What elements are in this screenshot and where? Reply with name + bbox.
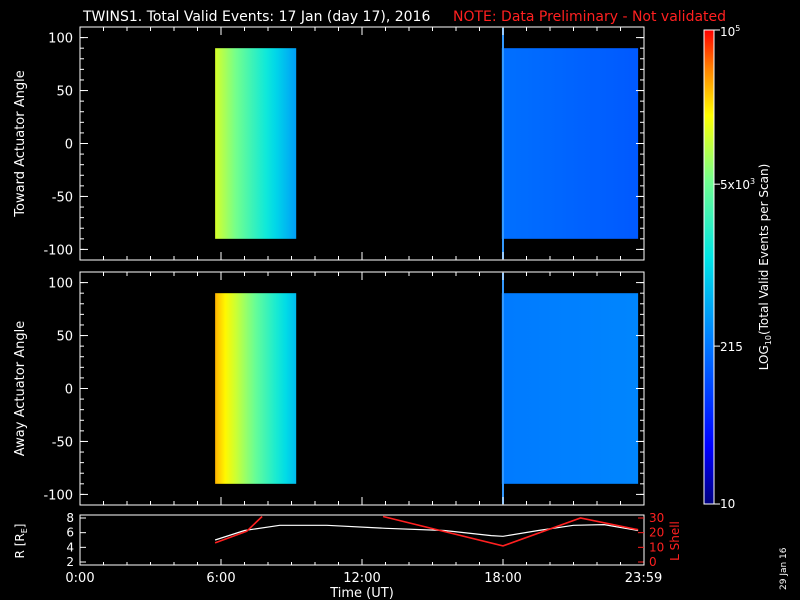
- away-panel: 100 50 0 -50 -100 Away Actuator Angle: [13, 271, 645, 506]
- away-data-block-1: [501, 293, 639, 484]
- toward-heatmap: [215, 28, 639, 259]
- lshell-ytick-label: 0: [649, 555, 657, 569]
- radius-ylabel: R [RE]: [13, 524, 29, 559]
- lshell-line-2: [382, 515, 639, 547]
- away-ylabel: Away Actuator Angle: [13, 321, 28, 456]
- radius-ylabel-tail: ]: [13, 524, 27, 529]
- away-ytick-label: 0: [65, 383, 73, 398]
- time-xlabel: Time (UT): [329, 586, 394, 600]
- colorbar-gradient: [703, 29, 715, 505]
- toward-ytick-label: 0: [65, 138, 73, 153]
- away-ytick-label: 50: [56, 330, 73, 345]
- plot-title: TWINS1. Total Valid Events: 17 Jan (day …: [82, 9, 430, 25]
- radius-line-0: [214, 523, 639, 541]
- colorbar-label-log: LOG: [757, 345, 771, 370]
- colorbar-tick-base: 5x10: [720, 178, 750, 192]
- toward-axis-ticks: 100 50 0 -50 -100: [43, 27, 645, 260]
- orbit-lines: [214, 515, 639, 547]
- radius-ylabel-sub: E: [20, 528, 29, 533]
- radius-ytick-label: 6: [66, 526, 74, 540]
- away-heatmap: [215, 273, 639, 504]
- radius-ytick-label: 2: [66, 555, 74, 569]
- lshell-line-1: [214, 515, 263, 544]
- toward-data-block-1: [501, 48, 639, 239]
- toward-ylabel: Toward Actuator Angle: [13, 70, 28, 217]
- colorbar-label: LOG10(Total Valid Events per Scan): [757, 164, 773, 371]
- toward-data-block-0: [215, 48, 297, 239]
- toward-ytick-label: -100: [43, 243, 73, 258]
- radius-ytick-label: 8: [66, 511, 74, 525]
- lshell-ylabel: L Shell: [668, 521, 682, 561]
- away-data-block-0: [215, 293, 297, 484]
- time-xtick-label: 0:00: [65, 571, 94, 586]
- toward-ytick-label: 50: [56, 85, 73, 100]
- colorbar-tick-label: 10: [720, 497, 735, 511]
- date-stamp: 29 Jan 16: [779, 547, 789, 590]
- lshell-ytick-label: 20: [649, 526, 664, 540]
- toward-ytick-label: 100: [48, 32, 73, 47]
- colorbar-tick-label: 5x103: [720, 177, 755, 192]
- away-ytick-label: -50: [52, 435, 73, 450]
- colorbar-tick-label: 215: [720, 340, 743, 354]
- orbit-panel-frame: [79, 514, 645, 566]
- time-xtick-label: 23:59: [625, 571, 662, 586]
- colorbar-label-rest: (Total Valid Events per Scan): [757, 164, 771, 335]
- time-xtick-label: 18:00: [484, 571, 521, 586]
- preliminary-note: NOTE: Data Preliminary - Not validated: [453, 9, 726, 25]
- colorbar-tick-base: 10: [720, 25, 735, 39]
- lshell-ytick-label: 30: [649, 511, 664, 525]
- toward-ytick-label: -50: [52, 190, 73, 205]
- colorbar-tick-exp: 5: [735, 24, 740, 33]
- radius-ylabel-main: R [R: [13, 533, 27, 558]
- colorbar-tick-exp: 3: [750, 177, 755, 186]
- away-ytick-label: 100: [48, 277, 73, 292]
- time-xtick-label: 6:00: [206, 571, 235, 586]
- lshell-ytick-label: 10: [649, 540, 664, 554]
- radius-ytick-label: 4: [66, 540, 74, 554]
- away-axis-ticks: 100 50 0 -50 -100: [43, 272, 645, 505]
- time-xtick-label: 12:00: [343, 571, 380, 586]
- colorbar-label-sub: 10: [764, 335, 773, 345]
- toward-panel: 100 50 0 -50 -100 Toward Actuator Angle: [13, 26, 645, 261]
- colorbar-tick-label: 105: [720, 24, 740, 39]
- away-ytick-label: -100: [43, 488, 73, 503]
